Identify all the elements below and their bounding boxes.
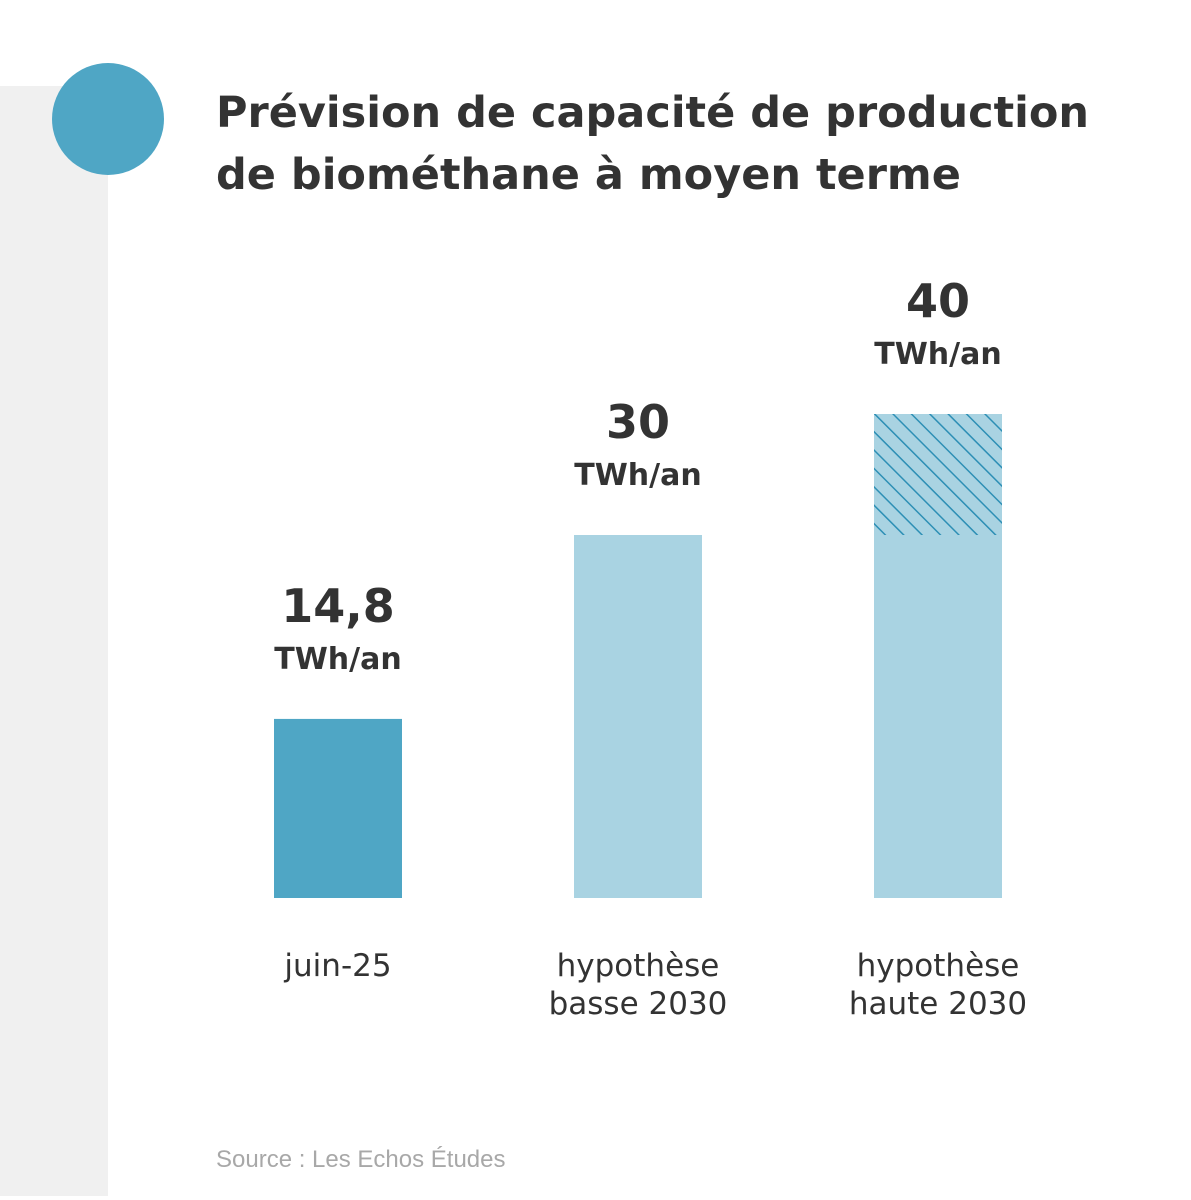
bar-group-1: 14,8 TWh/an juin-25 xyxy=(274,579,402,984)
chart-title: Prévision de capacité de production de b… xyxy=(216,82,1156,206)
chart-title-line1: Prévision de capacité de production xyxy=(216,88,1090,138)
bar-1 xyxy=(274,718,402,898)
bar-unit-label: TWh/an xyxy=(274,642,401,677)
category-label-3-line1: hypothèse xyxy=(857,948,1020,984)
bar-value-label: 30 xyxy=(606,395,670,449)
bar-2 xyxy=(574,535,702,898)
category-label-3-line2: haute 2030 xyxy=(849,986,1027,1022)
bar-value-label: 14,8 xyxy=(281,579,395,633)
bar-unit-label: TWh/an xyxy=(574,458,701,493)
category-label-1: juin-25 xyxy=(283,948,391,984)
chart-title-line2: de biométhane à moyen terme xyxy=(216,150,961,200)
accent-dot xyxy=(52,63,164,175)
category-label-2-line1: hypothèse xyxy=(557,948,720,984)
side-band xyxy=(0,86,108,1196)
bar-chart: 14,8TWh/anjuin-2530TWh/anhypothèsebasse … xyxy=(274,274,1027,1022)
bar-3-hatched-segment xyxy=(874,414,1002,535)
bar-unit-label: TWh/an xyxy=(874,337,1001,372)
bars-layer: 14,8TWh/anjuin-2530TWh/anhypothèsebasse … xyxy=(274,274,1027,1022)
category-label-2-line2: basse 2030 xyxy=(549,986,728,1022)
bar-value-label: 40 xyxy=(906,274,970,328)
source-note: Source : Les Echos Études xyxy=(216,1146,506,1173)
